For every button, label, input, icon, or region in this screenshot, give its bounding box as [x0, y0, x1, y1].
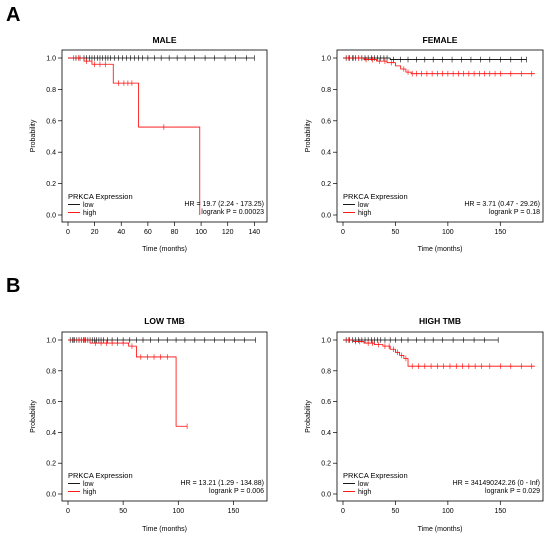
legend-title: PRKCA Expression — [343, 192, 408, 201]
y-tick-label: 0.8 — [46, 87, 56, 94]
y-tick-label: 0.4 — [46, 150, 56, 157]
legend-label-low: low — [358, 202, 369, 209]
y-axis-label: Probability — [305, 400, 312, 433]
y-tick-label: 0.0 — [46, 213, 56, 220]
legend-title: PRKCA Expression — [68, 192, 133, 201]
y-tick-label: 1.0 — [321, 338, 331, 345]
x-tick-label: 100 — [172, 508, 184, 515]
km-panel-high-tmb: HIGH TMB 0.0 0.2 0.4 0.6 0.8 1.0 0 50 100 150 Time … — [305, 316, 544, 533]
legend-label-low: low — [358, 481, 369, 488]
y-tick-label: 0.8 — [321, 368, 331, 375]
legend-label-high: high — [83, 489, 96, 496]
x-tick-label: 100 — [442, 508, 454, 515]
plot-frame — [336, 331, 544, 502]
x-axis-label: Time (months) — [418, 246, 463, 253]
x-tick-label: 20 — [91, 229, 99, 236]
y-axis-label: Probability — [305, 119, 312, 152]
x-tick-label: 50 — [392, 229, 400, 236]
x-tick-label: 100 — [195, 229, 207, 236]
stat-annotation: logrank P = 0.00023 — [201, 209, 264, 216]
x-axis-label: Time (months) — [142, 526, 187, 533]
km-curve-high — [343, 339, 535, 367]
panel-label-b: B — [6, 275, 20, 297]
chart-title: MALE — [152, 35, 176, 45]
km-panel-low-tmb: LOW TMB 0.0 0.2 0.4 0.6 0.8 1.0 0 50 100 150 Time (… — [30, 316, 268, 533]
x-tick-label: 50 — [119, 508, 127, 515]
plot-frame — [61, 49, 268, 223]
plot-frame — [336, 49, 544, 223]
x-tick-label: 80 — [171, 229, 179, 236]
x-tick-label: 120 — [222, 229, 234, 236]
legend-label-low: low — [83, 202, 94, 209]
x-tick-label: 0 — [341, 508, 345, 515]
stat-annotation: logrank P = 0.18 — [489, 209, 540, 216]
x-tick-label: 0 — [341, 229, 345, 236]
y-tick-label: 0.4 — [321, 430, 331, 437]
y-tick-label: 0.2 — [321, 181, 331, 188]
x-tick-label: 50 — [392, 508, 400, 515]
y-tick-label: 0.8 — [46, 368, 56, 375]
x-tick-label: 0 — [66, 508, 70, 515]
y-tick-label: 0.0 — [46, 492, 56, 499]
x-tick-label: 150 — [228, 508, 240, 515]
x-tick-label: 150 — [494, 229, 506, 236]
x-axis-label: Time (months) — [142, 246, 187, 253]
y-tick-label: 0.2 — [46, 181, 56, 188]
stat-annotation: HR = 19.7 (2.24 - 173.25) — [184, 201, 264, 208]
y-tick-label: 0.0 — [321, 213, 331, 220]
x-tick-label: 40 — [117, 229, 125, 236]
y-tick-label: 1.0 — [46, 56, 56, 63]
legend-label-low: low — [83, 481, 94, 488]
y-tick-label: 1.0 — [321, 56, 331, 63]
stat-annotation: HR = 341490242.26 (0 - Inf) — [453, 480, 540, 487]
km-curve-high — [68, 57, 201, 215]
stat-annotation: HR = 3.71 (0.47 - 29.26) — [464, 201, 540, 208]
chart-title: LOW TMB — [144, 316, 185, 326]
y-axis-label: Probability — [30, 400, 37, 433]
km-curve-low — [343, 57, 527, 60]
stat-annotation: HR = 13.21 (1.29 - 134.88) — [181, 480, 264, 487]
km-curve-high — [68, 339, 188, 427]
legend-title: PRKCA Expression — [343, 471, 408, 480]
km-panel-male: MALE 0.0 0.2 0.4 0.6 0.8 1.0 0 20 40 60 80 100 120 140… — [30, 35, 268, 253]
legend-title: PRKCA Expression — [68, 471, 133, 480]
chart-title: HIGH TMB — [419, 316, 461, 326]
x-tick-label: 60 — [144, 229, 152, 236]
y-axis-label: Probability — [30, 119, 37, 152]
y-tick-label: 0.6 — [321, 118, 331, 125]
legend-label-high: high — [358, 489, 371, 496]
km-curve-high — [343, 57, 535, 75]
stat-annotation: logrank P = 0.029 — [485, 488, 540, 495]
x-tick-label: 100 — [442, 229, 454, 236]
x-tick-label: 0 — [66, 229, 70, 236]
legend-label-high: high — [83, 210, 96, 217]
x-axis-label: Time (months) — [418, 526, 463, 533]
panel-label-a: A — [6, 4, 20, 26]
legend-label-high: high — [358, 210, 371, 217]
y-tick-label: 0.6 — [46, 399, 56, 406]
y-tick-label: 0.2 — [321, 461, 331, 468]
y-tick-label: 0.4 — [321, 150, 331, 157]
y-tick-label: 0.6 — [46, 118, 56, 125]
y-tick-label: 0.4 — [46, 430, 56, 437]
chart-title: FEMALE — [423, 35, 458, 45]
x-tick-label: 150 — [494, 508, 506, 515]
y-tick-label: 1.0 — [46, 338, 56, 345]
stat-annotation: logrank P = 0.006 — [209, 488, 264, 495]
y-tick-label: 0.8 — [321, 87, 331, 94]
y-tick-label: 0.2 — [46, 461, 56, 468]
km-panel-female: FEMALE 0.0 0.2 0.4 0.6 0.8 1.0 0 50 100 150 Time (m… — [305, 35, 544, 253]
y-tick-label: 0.0 — [321, 492, 331, 499]
plot-frame — [61, 331, 268, 502]
x-tick-label: 140 — [249, 229, 261, 236]
y-tick-label: 0.6 — [321, 399, 331, 406]
